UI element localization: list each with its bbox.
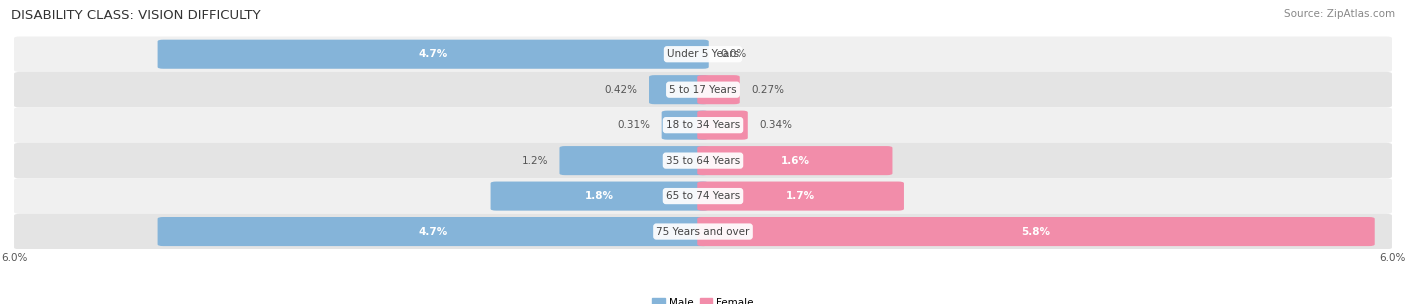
FancyBboxPatch shape xyxy=(491,181,709,211)
FancyBboxPatch shape xyxy=(157,217,709,246)
Text: Source: ZipAtlas.com: Source: ZipAtlas.com xyxy=(1284,9,1395,19)
Text: 0.31%: 0.31% xyxy=(617,120,650,130)
FancyBboxPatch shape xyxy=(14,36,1392,72)
Text: 1.2%: 1.2% xyxy=(522,156,548,166)
FancyBboxPatch shape xyxy=(14,214,1392,249)
FancyBboxPatch shape xyxy=(662,111,709,140)
Text: 0.42%: 0.42% xyxy=(605,85,637,95)
FancyBboxPatch shape xyxy=(14,143,1392,178)
Text: 4.7%: 4.7% xyxy=(419,49,447,59)
Text: 0.27%: 0.27% xyxy=(751,85,785,95)
FancyBboxPatch shape xyxy=(14,72,1392,107)
Text: 65 to 74 Years: 65 to 74 Years xyxy=(666,191,740,201)
FancyBboxPatch shape xyxy=(14,107,1392,143)
FancyBboxPatch shape xyxy=(697,217,1375,246)
Text: 0.0%: 0.0% xyxy=(720,49,747,59)
Text: 18 to 34 Years: 18 to 34 Years xyxy=(666,120,740,130)
Text: 75 Years and over: 75 Years and over xyxy=(657,226,749,237)
Text: 1.6%: 1.6% xyxy=(780,156,810,166)
FancyBboxPatch shape xyxy=(560,146,709,175)
Text: 35 to 64 Years: 35 to 64 Years xyxy=(666,156,740,166)
Text: 1.8%: 1.8% xyxy=(585,191,614,201)
FancyBboxPatch shape xyxy=(697,146,893,175)
FancyBboxPatch shape xyxy=(697,111,748,140)
FancyBboxPatch shape xyxy=(157,40,709,69)
FancyBboxPatch shape xyxy=(14,178,1392,214)
FancyBboxPatch shape xyxy=(697,75,740,104)
Text: DISABILITY CLASS: VISION DIFFICULTY: DISABILITY CLASS: VISION DIFFICULTY xyxy=(11,9,262,22)
Text: 0.34%: 0.34% xyxy=(759,120,792,130)
Text: 1.7%: 1.7% xyxy=(786,191,815,201)
Text: Under 5 Years: Under 5 Years xyxy=(666,49,740,59)
Text: 5.8%: 5.8% xyxy=(1022,226,1050,237)
Legend: Male, Female: Male, Female xyxy=(648,294,758,304)
FancyBboxPatch shape xyxy=(697,181,904,211)
Text: 4.7%: 4.7% xyxy=(419,226,447,237)
FancyBboxPatch shape xyxy=(650,75,709,104)
Text: 5 to 17 Years: 5 to 17 Years xyxy=(669,85,737,95)
